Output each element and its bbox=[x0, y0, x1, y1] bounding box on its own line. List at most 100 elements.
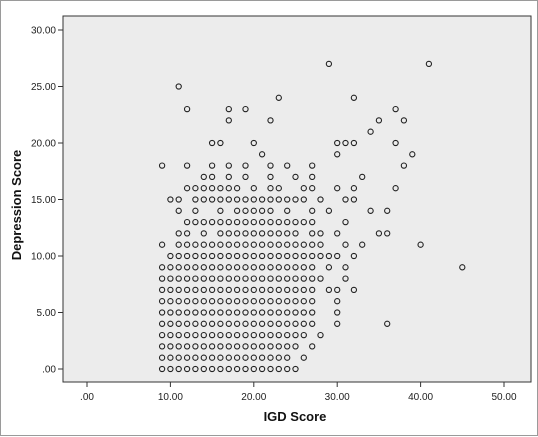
data-point bbox=[200, 241, 207, 248]
data-point bbox=[200, 343, 207, 350]
data-point bbox=[217, 365, 224, 373]
data-point bbox=[334, 252, 341, 260]
data-point bbox=[275, 196, 282, 203]
data-point bbox=[384, 230, 391, 237]
data-point bbox=[342, 275, 349, 282]
data-point bbox=[175, 365, 182, 373]
data-point bbox=[233, 207, 241, 214]
data-point bbox=[342, 196, 349, 203]
data-point bbox=[300, 320, 307, 327]
data-point bbox=[167, 365, 174, 373]
data-point bbox=[258, 365, 266, 373]
data-point bbox=[183, 275, 191, 282]
data-point bbox=[300, 264, 307, 271]
data-point bbox=[325, 264, 333, 271]
data-point bbox=[192, 331, 199, 339]
data-point bbox=[167, 298, 174, 305]
data-point bbox=[267, 354, 274, 361]
data-point bbox=[284, 218, 291, 226]
data-point bbox=[217, 218, 224, 226]
data-point bbox=[250, 230, 257, 237]
data-point bbox=[258, 354, 266, 361]
data-point bbox=[208, 139, 216, 147]
data-point bbox=[392, 105, 399, 113]
data-point bbox=[158, 365, 166, 373]
data-point bbox=[167, 309, 174, 316]
data-point bbox=[200, 331, 207, 339]
x-tick-label: 20.00 bbox=[241, 392, 266, 403]
data-point bbox=[375, 230, 383, 237]
data-point bbox=[242, 309, 249, 316]
data-point bbox=[258, 230, 266, 237]
data-point bbox=[250, 218, 257, 226]
data-point bbox=[233, 252, 241, 260]
data-point bbox=[275, 252, 282, 260]
data-point bbox=[275, 230, 282, 237]
data-point bbox=[258, 264, 266, 271]
data-point bbox=[325, 207, 333, 214]
data-point bbox=[267, 320, 274, 327]
data-point bbox=[334, 298, 341, 305]
data-point bbox=[175, 230, 182, 237]
data-point bbox=[367, 128, 374, 135]
data-point bbox=[267, 331, 274, 339]
data-point bbox=[233, 185, 241, 192]
data-point bbox=[309, 286, 316, 294]
data-point bbox=[183, 162, 191, 169]
data-point bbox=[183, 264, 191, 271]
data-point bbox=[183, 218, 191, 226]
data-point bbox=[350, 252, 358, 260]
data-point bbox=[183, 230, 191, 237]
data-point bbox=[183, 241, 191, 248]
data-point bbox=[192, 298, 199, 305]
data-point bbox=[250, 241, 257, 248]
data-point bbox=[192, 365, 199, 373]
data-point bbox=[158, 309, 166, 316]
data-point bbox=[192, 252, 199, 260]
data-point bbox=[183, 320, 191, 327]
data-point bbox=[200, 230, 207, 237]
data-point bbox=[208, 354, 216, 361]
data-point bbox=[267, 365, 274, 373]
data-point bbox=[242, 241, 249, 248]
data-point bbox=[183, 298, 191, 305]
data-point bbox=[217, 286, 224, 294]
data-point bbox=[250, 298, 257, 305]
data-point bbox=[284, 320, 291, 327]
data-point bbox=[309, 173, 316, 181]
data-point bbox=[167, 320, 174, 327]
data-point bbox=[250, 365, 257, 373]
data-point bbox=[192, 286, 199, 294]
data-point bbox=[242, 298, 249, 305]
data-point bbox=[250, 207, 257, 214]
data-point bbox=[275, 241, 282, 248]
data-point bbox=[292, 320, 299, 327]
data-point bbox=[384, 207, 391, 214]
data-point bbox=[217, 264, 224, 271]
data-point bbox=[292, 196, 299, 203]
data-point bbox=[317, 275, 324, 282]
data-point bbox=[275, 309, 282, 316]
data-point bbox=[208, 286, 216, 294]
data-point bbox=[200, 196, 207, 203]
data-point bbox=[309, 230, 316, 237]
data-point bbox=[284, 286, 291, 294]
plot-area bbox=[62, 15, 532, 383]
data-point bbox=[250, 264, 257, 271]
data-point bbox=[233, 230, 241, 237]
data-point bbox=[309, 252, 316, 260]
data-point bbox=[309, 185, 316, 192]
data-point bbox=[242, 275, 249, 282]
data-point bbox=[217, 275, 224, 282]
data-point bbox=[242, 207, 249, 214]
data-point bbox=[200, 218, 207, 226]
data-point bbox=[158, 354, 166, 361]
data-point bbox=[175, 241, 182, 248]
data-point bbox=[225, 320, 232, 327]
data-point bbox=[250, 196, 257, 203]
data-point bbox=[325, 252, 333, 260]
data-point bbox=[242, 196, 249, 203]
data-point bbox=[367, 207, 374, 214]
data-point bbox=[267, 230, 274, 237]
data-point bbox=[225, 365, 232, 373]
